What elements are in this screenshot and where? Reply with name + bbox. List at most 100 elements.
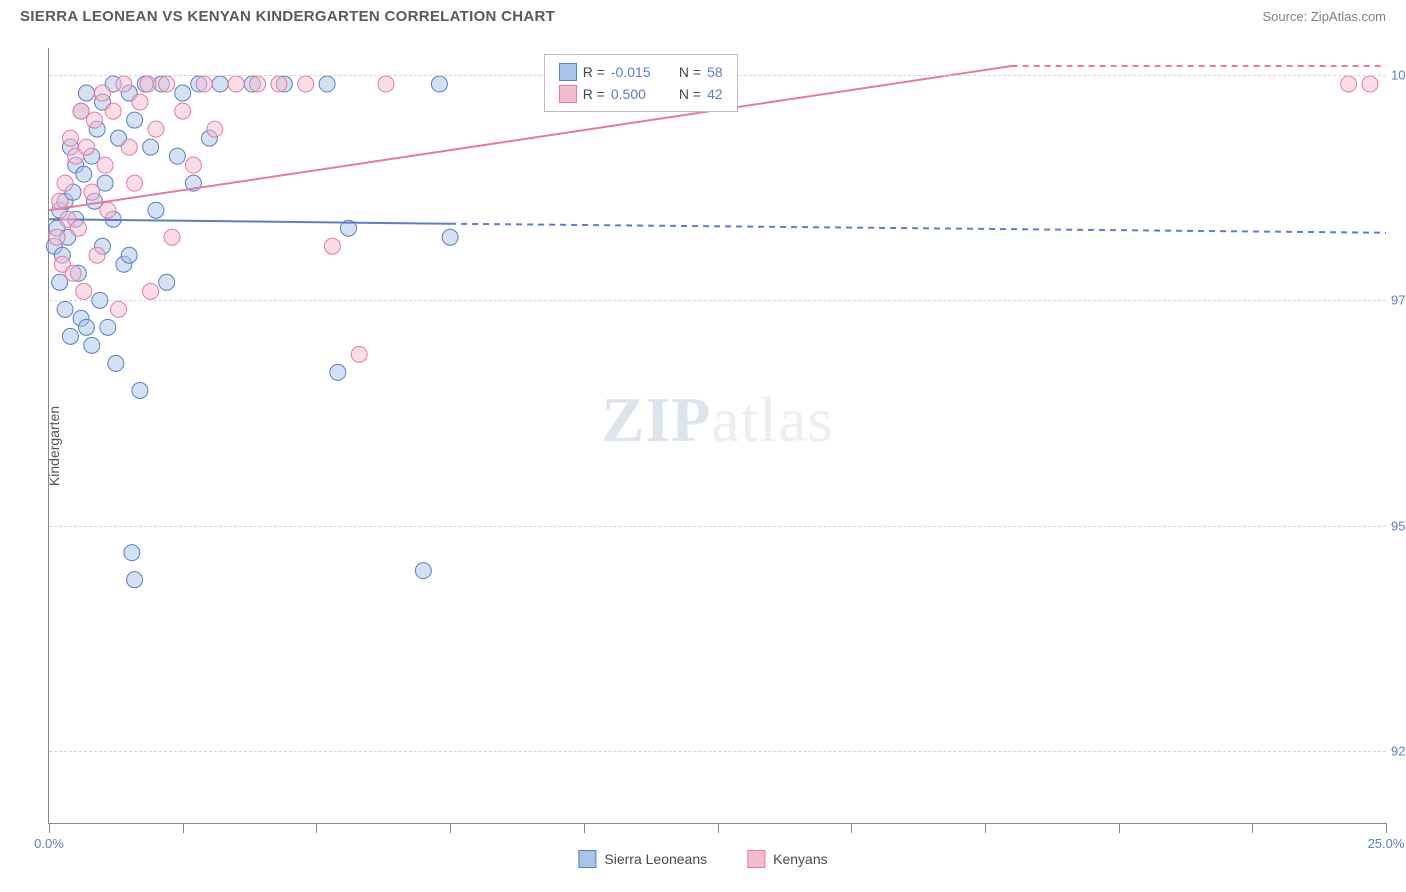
correlation-legend: R = -0.015 N = 58 R = 0.500 N = 42 xyxy=(544,54,738,112)
data-point xyxy=(324,238,340,254)
data-point xyxy=(196,76,212,92)
data-point xyxy=(351,346,367,362)
chart-source: Source: ZipAtlas.com xyxy=(1262,9,1386,24)
gridline xyxy=(49,526,1386,527)
data-point xyxy=(84,184,100,200)
legend-swatch xyxy=(559,63,577,81)
data-point xyxy=(250,76,266,92)
data-point xyxy=(319,76,335,92)
data-point xyxy=(100,319,116,335)
data-point xyxy=(86,112,102,128)
data-point xyxy=(330,364,346,380)
legend-r-value: 0.500 xyxy=(611,86,663,102)
legend-n-label: N = xyxy=(679,64,701,80)
trend-line-dashed xyxy=(450,224,1386,233)
data-point xyxy=(1341,76,1357,92)
data-point xyxy=(271,76,287,92)
data-point xyxy=(148,202,164,218)
x-tick-label: 25.0% xyxy=(1368,836,1405,851)
y-tick-label: 97.5% xyxy=(1391,293,1406,308)
data-point xyxy=(431,76,447,92)
data-point xyxy=(228,76,244,92)
data-point xyxy=(140,76,156,92)
data-point xyxy=(97,157,113,173)
legend-r-label: R = xyxy=(583,64,605,80)
x-tick xyxy=(718,823,719,833)
data-point xyxy=(127,572,143,588)
data-point xyxy=(164,229,180,245)
x-tick xyxy=(985,823,986,833)
data-point xyxy=(62,328,78,344)
data-point xyxy=(89,247,105,263)
data-point xyxy=(57,301,73,317)
x-tick xyxy=(584,823,585,833)
data-point xyxy=(132,382,148,398)
x-tick-label: 0.0% xyxy=(34,836,64,851)
legend-item: Sierra Leoneans xyxy=(578,850,707,868)
legend-swatch xyxy=(747,850,765,868)
chart-title: SIERRA LEONEAN VS KENYAN KINDERGARTEN CO… xyxy=(20,8,555,25)
data-point xyxy=(127,175,143,191)
legend-n-label: N = xyxy=(679,86,701,102)
data-point xyxy=(94,85,110,101)
legend-row: R = 0.500 N = 42 xyxy=(559,83,723,105)
data-point xyxy=(207,121,223,137)
x-tick xyxy=(1386,823,1387,833)
data-point xyxy=(175,85,191,101)
data-point xyxy=(70,220,86,236)
data-point xyxy=(105,103,121,119)
data-point xyxy=(62,130,78,146)
y-tick-label: 92.5% xyxy=(1391,743,1406,758)
data-point xyxy=(442,229,458,245)
legend-n-value: 42 xyxy=(707,86,723,102)
data-point xyxy=(116,76,132,92)
legend-r-label: R = xyxy=(583,86,605,102)
data-point xyxy=(65,265,81,281)
data-point xyxy=(121,139,137,155)
data-point xyxy=(159,274,175,290)
legend-swatch xyxy=(578,850,596,868)
data-point xyxy=(124,545,140,561)
data-point xyxy=(212,76,228,92)
data-point xyxy=(76,166,92,182)
data-point xyxy=(298,76,314,92)
data-point xyxy=(185,157,201,173)
chart-plot-area: ZIPatlas R =-0.015N =58R =0.500N =42 92.… xyxy=(48,48,1386,824)
legend-swatch xyxy=(559,85,577,103)
scatter-svg xyxy=(49,48,1386,823)
x-tick xyxy=(1252,823,1253,833)
data-point xyxy=(159,76,175,92)
data-point xyxy=(143,139,159,155)
x-tick xyxy=(851,823,852,833)
gridline xyxy=(49,300,1386,301)
legend-n-value: 58 xyxy=(707,64,723,80)
gridline xyxy=(49,751,1386,752)
series-legend: Sierra Leoneans Kenyans xyxy=(578,850,827,868)
legend-r-value: -0.015 xyxy=(611,64,663,80)
data-point xyxy=(108,355,124,371)
chart-header: SIERRA LEONEAN VS KENYAN KINDERGARTEN CO… xyxy=(0,0,1406,29)
legend-label: Kenyans xyxy=(773,851,827,867)
x-tick xyxy=(316,823,317,833)
x-tick xyxy=(183,823,184,833)
data-point xyxy=(143,283,159,299)
data-point xyxy=(148,121,164,137)
legend-row: R = -0.015 N = 58 xyxy=(559,61,723,83)
data-point xyxy=(121,247,137,263)
x-tick xyxy=(450,823,451,833)
data-point xyxy=(78,319,94,335)
data-point xyxy=(132,94,148,110)
legend-label: Sierra Leoneans xyxy=(604,851,707,867)
data-point xyxy=(100,202,116,218)
data-point xyxy=(111,301,127,317)
data-point xyxy=(78,139,94,155)
data-point xyxy=(378,76,394,92)
y-tick-label: 95.0% xyxy=(1391,518,1406,533)
data-point xyxy=(169,148,185,164)
data-point xyxy=(57,175,73,191)
data-point xyxy=(1362,76,1378,92)
data-point xyxy=(175,103,191,119)
data-point xyxy=(84,337,100,353)
x-tick xyxy=(1119,823,1120,833)
data-point xyxy=(127,112,143,128)
